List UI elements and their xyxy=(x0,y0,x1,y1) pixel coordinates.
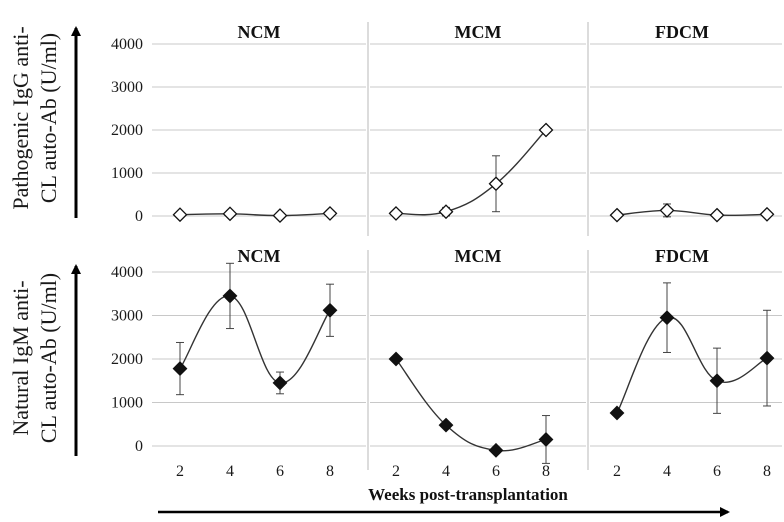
y-tick-label: 4000 xyxy=(111,36,143,53)
data-point xyxy=(709,207,725,223)
x-tick-label: 6 xyxy=(713,463,721,480)
data-point xyxy=(272,375,288,391)
series-line xyxy=(616,316,768,414)
data-point xyxy=(222,288,238,304)
panel-bottom-fdcm: 2 4 6 8 FDCM xyxy=(587,246,782,480)
series-line xyxy=(179,212,331,217)
y-tick-label: 4000 xyxy=(111,264,143,281)
x-tick-label: 4 xyxy=(226,463,234,480)
panel-title: NCM xyxy=(238,22,281,42)
y-tick-label: 0 xyxy=(135,438,143,455)
series-line xyxy=(395,358,547,452)
data-point xyxy=(172,361,188,376)
data-point xyxy=(659,202,675,218)
data-point xyxy=(222,206,238,222)
data-point xyxy=(322,206,338,221)
series-line xyxy=(616,209,768,217)
data-point xyxy=(609,207,625,223)
data-point xyxy=(438,417,454,433)
y-tick-label: 2000 xyxy=(111,351,143,368)
x-tick-label: 8 xyxy=(326,463,334,480)
series-line xyxy=(179,295,331,384)
panel-top-mcm: MCM xyxy=(367,22,586,236)
x-tick-label: 6 xyxy=(492,463,500,480)
panel-title: MCM xyxy=(455,246,502,266)
data-point xyxy=(388,351,404,367)
panel-title: FDCM xyxy=(655,22,709,42)
x-tick-label: 4 xyxy=(442,463,450,480)
bottom-ylabel-line1: Natural IgM anti- xyxy=(8,280,33,435)
data-point xyxy=(659,310,675,326)
panel-top-ncm: 0 1000 2000 3000 4000 NCM xyxy=(111,22,366,225)
data-point xyxy=(438,204,454,220)
x-tick-label: 8 xyxy=(542,463,550,480)
top-ylabel-line1: Pathogenic IgG anti- xyxy=(8,26,33,209)
series-line xyxy=(395,129,547,216)
x-tick-label: 4 xyxy=(663,463,671,480)
data-point xyxy=(172,207,188,223)
data-point xyxy=(759,206,775,222)
x-tick-label: 2 xyxy=(392,463,400,480)
y-tick-label: 1000 xyxy=(111,395,143,412)
y-tick-label: 3000 xyxy=(111,79,143,96)
panel-bottom-mcm: 2 4 6 8 MCM xyxy=(367,246,586,480)
data-point xyxy=(272,208,288,223)
y-tick-label: 0 xyxy=(135,208,143,225)
x-tick-label: 2 xyxy=(176,463,184,480)
panel-title: MCM xyxy=(455,22,502,42)
panel-title: FDCM xyxy=(655,246,709,266)
y-tick-label: 3000 xyxy=(111,308,143,325)
bottom-ylabel-line2: CL auto-Ab (U/ml) xyxy=(36,273,61,443)
x-tick-label: 2 xyxy=(613,463,621,480)
data-point xyxy=(538,432,554,447)
y-tick-label: 2000 xyxy=(111,122,143,139)
top-ylabel-line2: CL auto-Ab (U/ml) xyxy=(36,33,61,203)
data-point xyxy=(609,405,625,421)
panel-title: NCM xyxy=(238,246,281,266)
data-point xyxy=(488,442,504,458)
y-tick-label: 1000 xyxy=(111,165,143,182)
data-point xyxy=(488,176,504,192)
data-point xyxy=(709,373,725,389)
panel-top-fdcm: FDCM xyxy=(587,22,782,236)
x-tick-label: 6 xyxy=(276,463,284,480)
data-point xyxy=(388,206,404,221)
x-axis-title: Weeks post-transplantation xyxy=(368,485,568,504)
x-tick-label: 8 xyxy=(763,463,771,480)
data-point xyxy=(538,122,554,138)
data-point xyxy=(322,302,338,318)
data-point xyxy=(759,350,775,366)
panel-bottom-ncm: 0 1000 2000 3000 4000 2 4 6 8 NCM xyxy=(111,246,366,480)
